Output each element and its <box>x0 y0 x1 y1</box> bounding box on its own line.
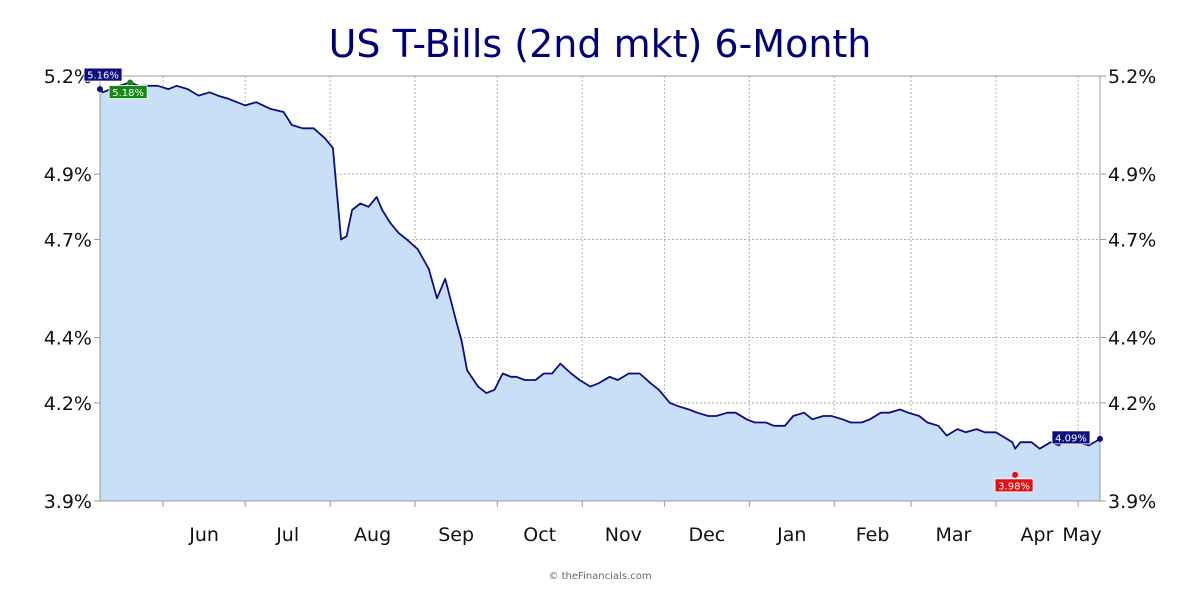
x-tick-label: Dec <box>688 524 725 546</box>
x-tick-label: Nov <box>605 524 642 546</box>
annotation-dot <box>1012 471 1019 478</box>
y-tick-label-left: 5.2% <box>44 66 92 88</box>
plot-frame <box>99 75 1101 502</box>
y-tick-label-right: 4.2% <box>1108 393 1156 415</box>
annotation-label: 5.18% <box>112 88 144 99</box>
y-tick-label-right: 4.4% <box>1108 328 1156 350</box>
y-tick-label-left: 4.9% <box>44 164 92 186</box>
x-tick-label: Mar <box>935 524 971 546</box>
annotation-dot <box>127 79 134 86</box>
x-tick-label: Oct <box>523 524 556 546</box>
y-tick-label-left: 4.2% <box>44 393 92 415</box>
y-tick-label-right: 4.9% <box>1108 164 1156 186</box>
x-tick-label: Feb <box>856 524 890 546</box>
credit-text: © theFinancials.com <box>548 571 651 582</box>
y-tick-label-left: 3.9% <box>44 491 92 513</box>
annotation-label: 4.09% <box>1055 433 1087 444</box>
x-tick-label: May <box>1062 524 1101 546</box>
annotation-tag <box>1051 430 1091 445</box>
annotation-label: 5.16% <box>87 71 119 82</box>
annotation-dot <box>97 86 103 93</box>
x-tick-label: Jun <box>188 524 219 546</box>
x-tick-label: Jul <box>275 524 299 546</box>
x-tick-label: Sep <box>438 524 474 546</box>
annotation-dot <box>1097 435 1103 442</box>
y-axis-right: 5.2% 4.9% 4.7% 4.4% 4.2% 3.9% <box>1100 66 1156 513</box>
y-tick-label-left: 4.7% <box>44 229 92 251</box>
annotation-label: 3.98% <box>998 481 1030 492</box>
y-tick-label-right: 4.7% <box>1108 229 1156 251</box>
series-line <box>99 81 1101 450</box>
y-tick-label-left: 4.4% <box>44 328 92 350</box>
annotation-tag <box>83 67 123 82</box>
x-tick-label: Aug <box>354 524 391 546</box>
series-area <box>100 82 1100 501</box>
annotations: 5.16% 5.18% 3.98% 4.09% <box>83 67 1103 493</box>
y-tick-label-right: 5.2% <box>1108 66 1156 88</box>
y-tick-label-right: 3.9% <box>1108 491 1156 513</box>
annotation-tag <box>108 85 148 99</box>
x-tick-label: Apr <box>1021 524 1054 546</box>
chart-title: US T-Bills (2nd mkt) 6-Month <box>329 22 872 66</box>
annotation-tag <box>994 478 1034 493</box>
y-axis-left: 5.2% 4.9% 4.7% 4.4% 4.2% 3.9% <box>44 66 100 513</box>
x-axis: Jun Jul Aug Sep Oct Nov Dec Jan Feb Mar Apr May <box>162 501 1102 546</box>
x-tick-label: Jan <box>776 524 806 546</box>
